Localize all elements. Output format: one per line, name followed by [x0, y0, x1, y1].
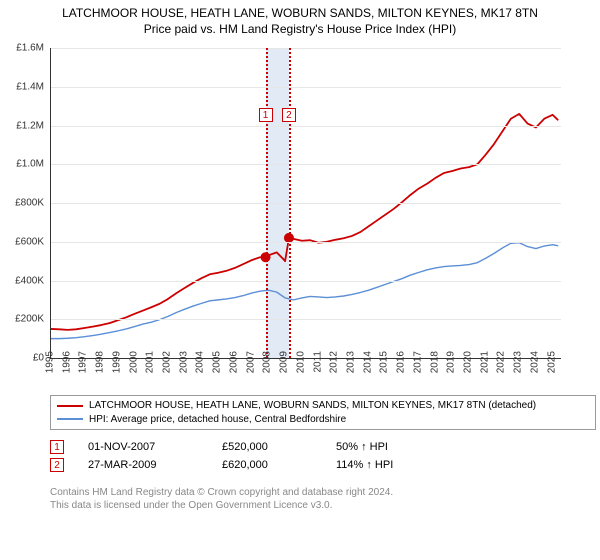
x-tick-label: 1996: [61, 351, 72, 373]
gridline: [51, 87, 561, 88]
event-index-box: 1: [50, 440, 64, 454]
legend-label: LATCHMOOR HOUSE, HEATH LANE, WOBURN SAND…: [89, 399, 536, 413]
legend-item: HPI: Average price, detached house, Cent…: [57, 413, 589, 427]
gridline: [51, 319, 561, 320]
event-line: [266, 48, 268, 358]
x-tick-label: 2009: [279, 351, 290, 373]
y-tick-label: £800K: [0, 198, 44, 209]
event-date: 01-NOV-2007: [88, 441, 198, 453]
event-price: £520,000: [222, 441, 312, 453]
chart-title-subtitle: Price paid vs. HM Land Registry's House …: [0, 22, 600, 36]
footnote-line1: Contains HM Land Registry data © Crown c…: [50, 486, 594, 499]
x-tick-label: 2000: [128, 351, 139, 373]
x-tick-label: 2007: [245, 351, 256, 373]
x-tick-label: 2012: [329, 351, 340, 373]
x-tick-label: 2006: [228, 351, 239, 373]
legend-swatch: [57, 418, 83, 420]
event-index-box: 2: [50, 458, 64, 472]
footnote-line2: This data is licensed under the Open Gov…: [50, 499, 594, 512]
series-hpi: [51, 243, 558, 339]
event-marker-box: 2: [282, 108, 296, 122]
x-tick-label: 2001: [145, 351, 156, 373]
x-tick-label: 2005: [212, 351, 223, 373]
y-tick-label: £200K: [0, 314, 44, 325]
x-tick-label: 2021: [479, 351, 490, 373]
x-tick-label: 2015: [379, 351, 390, 373]
chart-area: 12 £0 £200K £400K £600K £800K £1.0M £1.2M £1.4M…: [0, 40, 560, 390]
chart-titles: LATCHMOOR HOUSE, HEATH LANE, WOBURN SAND…: [0, 0, 600, 36]
x-tick-label: 2022: [496, 351, 507, 373]
event-row: 1 01-NOV-2007 £520,000 50% ↑ HPI: [50, 438, 393, 456]
legend-label: HPI: Average price, detached house, Cent…: [89, 413, 346, 427]
event-delta: 50% ↑ HPI: [336, 441, 388, 453]
x-tick-label: 2013: [345, 351, 356, 373]
gridline: [51, 126, 561, 127]
gridline: [51, 203, 561, 204]
x-tick-label: 2004: [195, 351, 206, 373]
event-delta: 114% ↑ HPI: [336, 459, 393, 471]
legend: LATCHMOOR HOUSE, HEATH LANE, WOBURN SAND…: [50, 395, 596, 430]
x-tick-label: 2010: [295, 351, 306, 373]
gridline: [51, 164, 561, 165]
events-table: 1 01-NOV-2007 £520,000 50% ↑ HPI 2 27-MAR-200…: [50, 438, 393, 474]
footnote: Contains HM Land Registry data © Crown c…: [50, 486, 594, 512]
x-tick-label: 1999: [111, 351, 122, 373]
y-tick-label: £0: [0, 353, 44, 364]
gridline: [51, 242, 561, 243]
x-tick-label: 2011: [312, 351, 323, 373]
event-line: [289, 48, 291, 358]
y-tick-label: £1.4M: [0, 81, 44, 92]
x-tick-label: 2024: [529, 351, 540, 373]
x-tick-label: 2023: [513, 351, 524, 373]
x-tick-label: 2020: [463, 351, 474, 373]
y-tick-label: £600K: [0, 236, 44, 247]
x-tick-label: 2025: [546, 351, 557, 373]
x-tick-label: 2008: [262, 351, 273, 373]
plot-area: 12: [50, 48, 561, 359]
event-date: 27-MAR-2009: [88, 459, 198, 471]
chart-title-address: LATCHMOOR HOUSE, HEATH LANE, WOBURN SAND…: [0, 6, 600, 20]
y-tick-label: £400K: [0, 275, 44, 286]
event-marker-box: 1: [259, 108, 273, 122]
x-tick-label: 2017: [412, 351, 423, 373]
legend-swatch: [57, 405, 83, 407]
x-tick-label: 1995: [45, 351, 56, 373]
x-tick-label: 2002: [162, 351, 173, 373]
event-row: 2 27-MAR-2009 £620,000 114% ↑ HPI: [50, 456, 393, 474]
x-tick-label: 2014: [362, 351, 373, 373]
gridline: [51, 48, 561, 49]
chart-container: LATCHMOOR HOUSE, HEATH LANE, WOBURN SAND…: [0, 0, 600, 560]
x-tick-label: 2018: [429, 351, 440, 373]
x-tick-label: 2003: [178, 351, 189, 373]
x-tick-label: 2016: [396, 351, 407, 373]
x-tick-label: 2019: [446, 351, 457, 373]
y-tick-label: £1.6M: [0, 43, 44, 54]
x-tick-label: 1997: [78, 351, 89, 373]
y-tick-label: £1.0M: [0, 159, 44, 170]
x-tick-label: 1998: [95, 351, 106, 373]
legend-item: LATCHMOOR HOUSE, HEATH LANE, WOBURN SAND…: [57, 399, 589, 413]
gridline: [51, 281, 561, 282]
y-tick-label: £1.2M: [0, 120, 44, 131]
event-price: £620,000: [222, 459, 312, 471]
